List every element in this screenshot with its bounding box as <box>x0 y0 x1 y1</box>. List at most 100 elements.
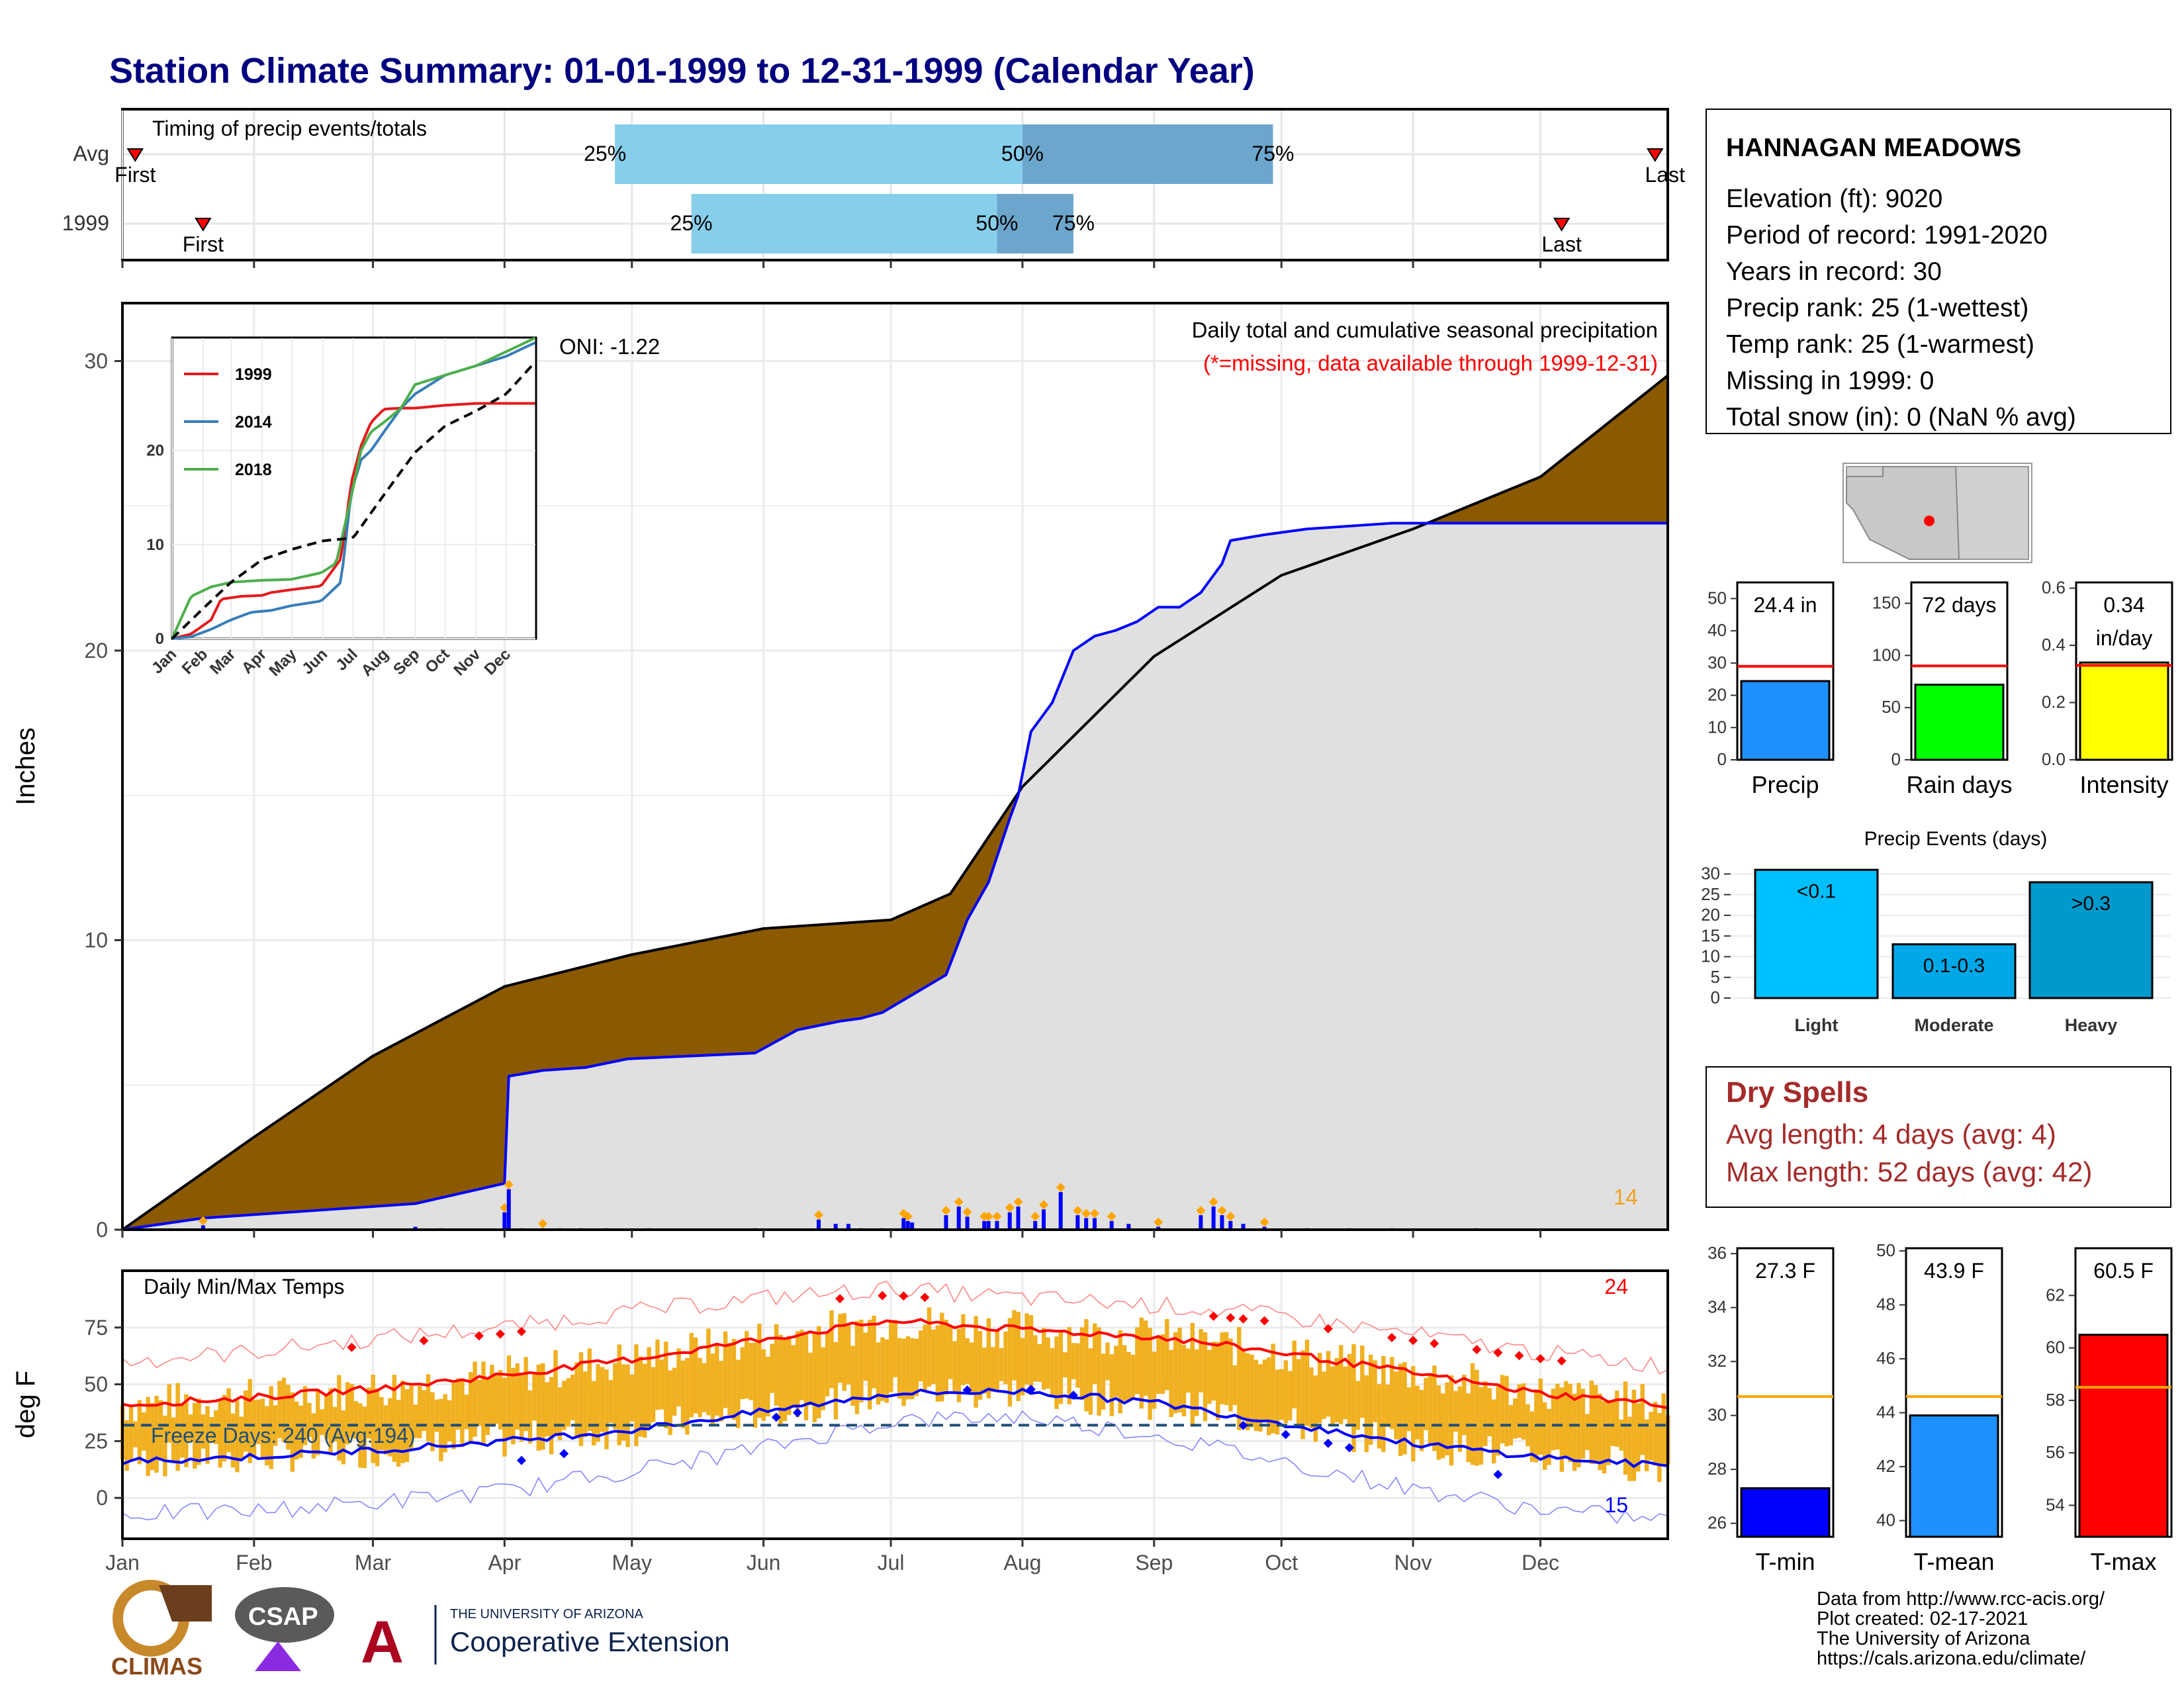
temperature-summary-bars: 26 28 30 32 34 36 27.3 F T-min 40 42 44 46 48 50 43.9 … <box>1707 1240 2173 1575</box>
daily-temp-range-bar <box>1245 1353 1250 1431</box>
daily-temp-range-bar <box>829 1310 834 1389</box>
daily-precip-bar <box>944 1215 948 1230</box>
month-tick-label: Jun <box>747 1551 781 1575</box>
daily-temp-range-bar <box>498 1370 503 1430</box>
daily-temp-range-bar <box>859 1319 864 1402</box>
daily-temp-range-bar <box>1079 1327 1085 1400</box>
summary-y-tick-label: 0 <box>1717 749 1727 769</box>
daily-temp-range-bar <box>1326 1351 1331 1417</box>
daily-temp-range-bar <box>545 1382 549 1437</box>
record-high-marker <box>1238 1314 1248 1324</box>
daily-temp-range-bar <box>1453 1391 1458 1432</box>
daily-temp-range-bar <box>868 1320 872 1410</box>
daily-temp-range-bar <box>298 1405 303 1458</box>
dry-spells-frame <box>1706 1066 2171 1208</box>
daily-precip-bar <box>910 1222 915 1230</box>
summary-y-tick-label: 0.0 <box>2042 749 2066 769</box>
daily-precip-bar <box>1075 1215 1080 1230</box>
record-high-marker <box>1408 1336 1418 1346</box>
record-low-marker <box>1068 1391 1078 1400</box>
summary-y-tick-label: 0.4 <box>2042 635 2066 655</box>
daily-temp-range-bar <box>1428 1373 1433 1445</box>
inset-series-line <box>171 402 535 640</box>
daily-temp-range-bar <box>383 1405 388 1455</box>
daily-temp-range-bar <box>838 1314 842 1383</box>
daily-temp-range-bar <box>171 1417 176 1462</box>
last-event-label: Last <box>1645 163 1686 187</box>
year-cumulative-area <box>122 523 1668 1230</box>
daily-precip-bar <box>986 1220 991 1230</box>
precip-panel: 0 10 20 30 Inches Daily total and cumulativ… <box>11 302 1669 1242</box>
timing-bar-q1 <box>691 194 997 253</box>
daily-temp-range-bar <box>553 1349 558 1436</box>
daily-precip-marker <box>903 1211 913 1221</box>
daily-precip-marker <box>941 1206 951 1216</box>
record-high-marker <box>1430 1338 1439 1348</box>
daily-temp-range-bar <box>668 1370 672 1436</box>
climas-wordmark: CLIMAS <box>111 1653 203 1680</box>
daily-precip-bar <box>1109 1220 1114 1230</box>
daily-temp-range-bar <box>519 1373 524 1442</box>
daily-temp-range-bar <box>634 1344 639 1447</box>
daily-temp-range-bar <box>235 1400 240 1473</box>
daily-temp-range-bar <box>1487 1388 1492 1437</box>
daily-temp-range-bar <box>1143 1320 1148 1396</box>
daily-temp-range-bar <box>154 1396 159 1473</box>
daily-temp-range-bar <box>1007 1318 1013 1407</box>
precip-title: Daily total and cumulative seasonal prec… <box>1192 318 1658 342</box>
daily-temp-range-bar <box>523 1357 528 1432</box>
daily-temp-range-bar <box>1097 1327 1101 1416</box>
temp-summary-category-label: T-min <box>1756 1548 1815 1575</box>
inset-legend: 1999 2014 2018 <box>184 365 272 479</box>
summary-y-tick-label: 0.2 <box>2042 692 2066 712</box>
daily-temp-range-bar <box>477 1379 482 1426</box>
daily-temp-range-bar <box>702 1363 707 1412</box>
daily-temp-range-bar <box>940 1312 944 1402</box>
temp-summary-y-tick-label: 28 <box>1707 1459 1727 1479</box>
daily-temp-range-bar <box>502 1377 507 1457</box>
temp-summary-value-label: 60.5 F <box>2093 1259 2154 1283</box>
daily-temp-range-bar <box>400 1381 405 1463</box>
page-title: Station Climate Summary: 01-01-1999 to 1… <box>109 51 1255 91</box>
summary-bar <box>1740 680 1831 761</box>
daily-temp-range-bar <box>570 1375 575 1420</box>
daily-precip-marker <box>1196 1206 1206 1216</box>
precip-y-axis: 0 10 20 30 <box>84 349 1542 1242</box>
events-category-label: Moderate <box>1914 1015 1993 1035</box>
daily-temp-range-bar <box>1653 1402 1658 1466</box>
daily-temp-range-bar <box>1449 1375 1454 1466</box>
daily-precip-bar <box>1084 1218 1089 1230</box>
daily-temp-range-bar <box>1475 1369 1479 1466</box>
daily-temp-range-bar <box>239 1416 244 1461</box>
daily-temp-range-bar <box>244 1391 248 1452</box>
daily-temp-range-bar <box>910 1338 915 1400</box>
daily-temp-range-bar <box>222 1394 227 1462</box>
daily-temp-range-bar <box>1283 1360 1289 1424</box>
timing-bar-q2 <box>1022 124 1273 184</box>
daily-temp-range-bar <box>418 1386 422 1439</box>
record-high-marker <box>1472 1345 1482 1355</box>
daily-temp-range-bar <box>1322 1371 1326 1420</box>
temp-title: Daily Min/Max Temps <box>144 1275 344 1299</box>
daily-temp-range-bar <box>1411 1365 1416 1462</box>
daily-precip-marker <box>504 1179 514 1189</box>
daily-temp-range-bar <box>1466 1393 1471 1463</box>
daily-temp-range-bar <box>566 1378 570 1427</box>
daily-temp-range-bar <box>413 1404 418 1438</box>
timing-p50-label: 50% <box>976 211 1018 235</box>
daily-temp-range-bar <box>218 1400 222 1468</box>
daily-temp-range-bar <box>1207 1349 1212 1404</box>
daily-temp-range-bar <box>1152 1351 1157 1409</box>
daily-precip-marker <box>1030 1211 1040 1221</box>
daily-temp-range-bar <box>1636 1403 1641 1472</box>
daily-temp-range-bar <box>1148 1328 1152 1420</box>
daily-temp-range-bar <box>1063 1352 1068 1378</box>
daily-temp-range-bar <box>1355 1381 1361 1430</box>
daily-temp-range-bar <box>337 1375 341 1461</box>
daily-temp-range-bar <box>876 1342 881 1405</box>
daily-temp-range-bar <box>455 1378 461 1430</box>
summary-y-tick-label: 0.6 <box>2042 578 2066 598</box>
daily-temp-range-bar <box>774 1324 779 1406</box>
temp-summary-value-label: 43.9 F <box>1924 1259 1984 1283</box>
